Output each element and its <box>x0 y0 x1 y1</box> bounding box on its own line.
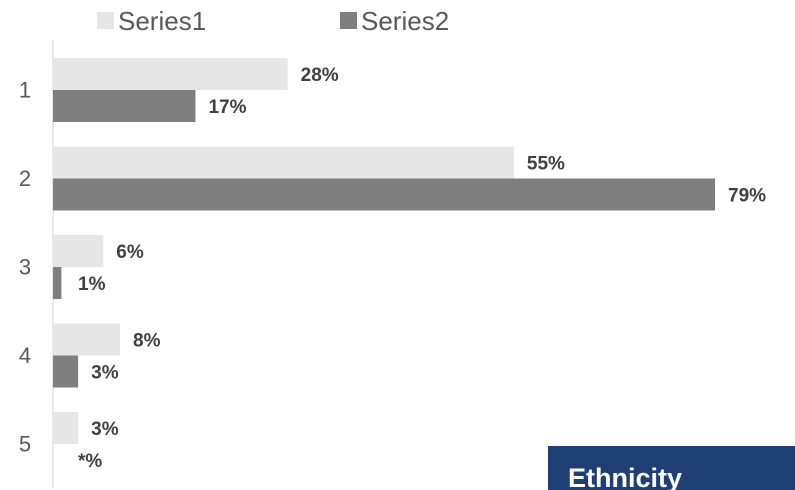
category-label-3: 3 <box>19 254 31 279</box>
category-label-1: 1 <box>19 77 31 102</box>
category-label-4: 4 <box>19 343 31 368</box>
data-labels: 28% 17% 55% 79% 6% 1% 8% 3% 3% *% <box>78 65 766 472</box>
data-label-1-2: 55% <box>527 154 565 175</box>
data-label-2-3: 1% <box>78 274 106 295</box>
data-label-1-3: 6% <box>116 242 144 263</box>
data-label-2-1: 17% <box>208 97 246 118</box>
data-label-2-5: *% <box>78 451 102 472</box>
category-labels: 1 2 3 4 5 <box>19 77 31 456</box>
bar-2-1 <box>53 90 196 122</box>
data-label-2-2: 79% <box>728 186 766 207</box>
bar-1-3 <box>53 235 104 267</box>
bar-1-5 <box>53 412 79 444</box>
data-label-2-4: 3% <box>91 363 119 384</box>
bar-2-2 <box>53 178 716 211</box>
category-label-5: 5 <box>19 431 31 456</box>
category-label-2: 2 <box>19 166 31 191</box>
bars <box>53 58 716 444</box>
legend-label-1: Series1 <box>118 6 206 36</box>
ethnicity-tag-box <box>548 446 795 490</box>
bar-1-2 <box>53 146 514 179</box>
data-label-1-5: 3% <box>91 419 119 440</box>
bar-2-3 <box>53 267 62 299</box>
data-label-1-4: 8% <box>133 331 161 352</box>
ethnicity-tag: Ethnicity <box>548 446 795 490</box>
legend-swatch-1 <box>97 12 114 29</box>
legend-swatch-2 <box>340 12 357 29</box>
bar-2-4 <box>53 355 79 388</box>
bar-1-4 <box>53 323 121 356</box>
data-label-1-1: 28% <box>301 65 339 86</box>
legend: Series1 Series2 <box>97 6 449 36</box>
bar-1-1 <box>53 58 288 90</box>
ethnicity-tag-label: Ethnicity <box>568 463 682 490</box>
legend-label-2: Series2 <box>361 6 449 36</box>
